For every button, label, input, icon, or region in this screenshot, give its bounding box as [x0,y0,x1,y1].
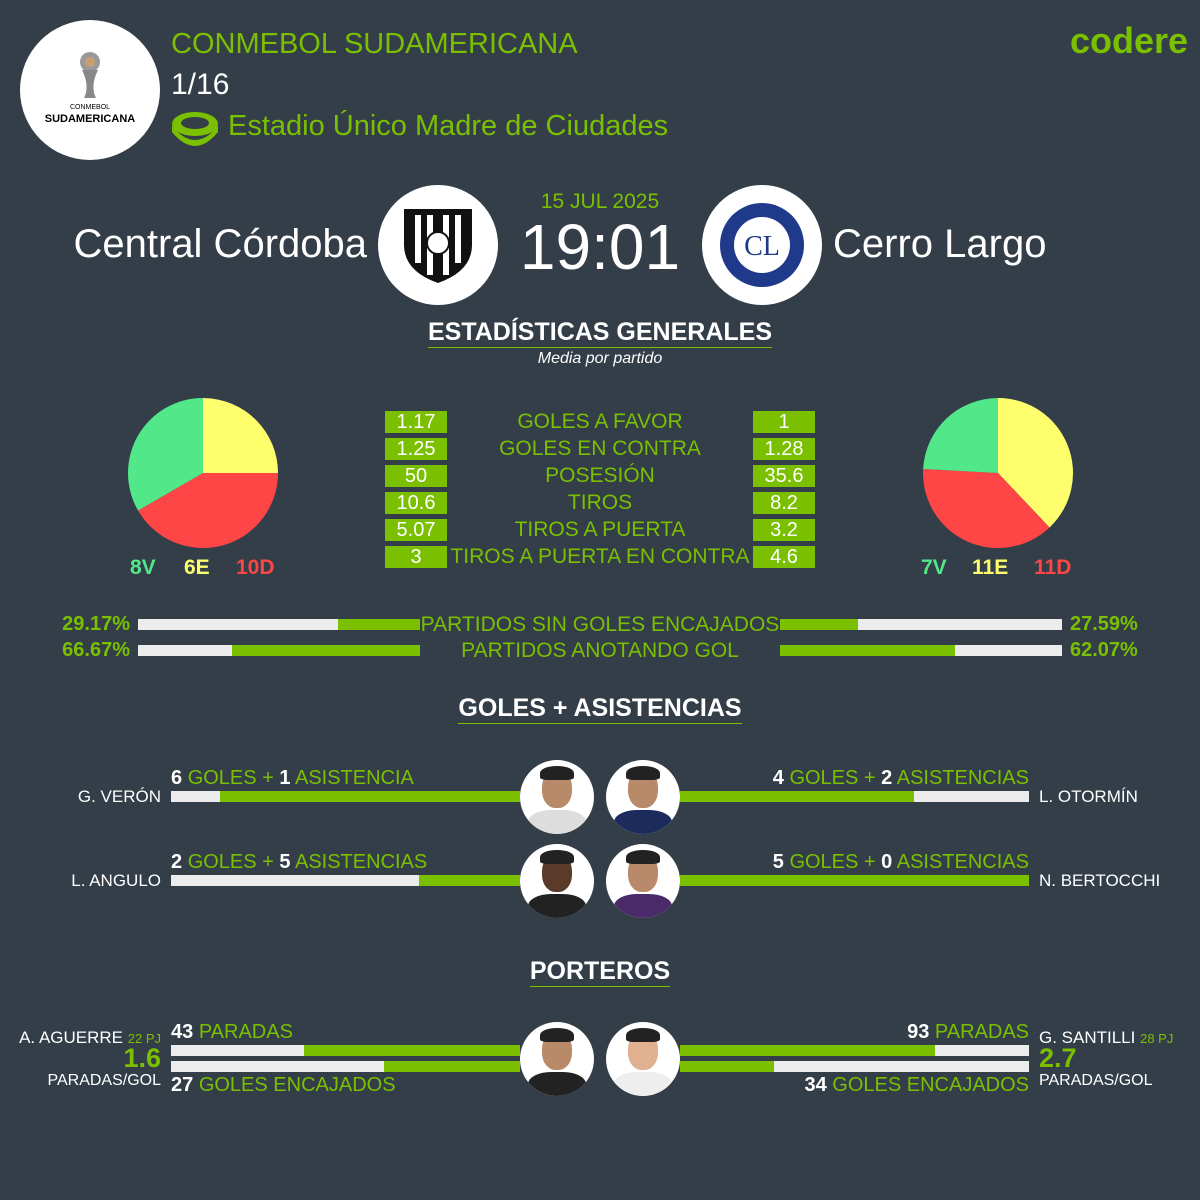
away-keeper-saves-bar [680,1045,1029,1056]
trophy-icon [80,52,100,98]
away-stat-value: 1 [753,411,815,433]
away-keeper-conceded-bar [680,1061,1029,1072]
home-keeper-saves-bar [171,1045,520,1056]
home-team-crest [378,185,498,305]
scorers-title: GOLES + ASISTENCIAS [458,694,742,724]
away-stat-value: 1.28 [753,438,815,460]
keepers-title: PORTEROS [529,957,671,987]
home-keeper-ratio: 1.6 [123,1043,161,1073]
match-time: 19:01 [519,211,681,283]
away-scoring-matches: 62.07% [1070,639,1138,661]
home-scorer-1-name: G. VERÓN [77,787,161,806]
away-clean-sheets-bar [780,619,1062,630]
pie-slice-loss [138,473,278,548]
home-keeper-conceded: 27 GOLES ENCAJADOS [171,1074,396,1096]
away-stat-value: 8.2 [753,492,815,514]
logo-text-small: CONMEBOL [69,104,111,111]
away-scorer-2-photo [606,844,680,918]
away-losses: 11D [1034,556,1072,579]
home-scorer-1-bar [171,791,520,802]
stat-label: POSESIÓN [545,464,655,487]
stat-label: GOLES A FAVOR [517,410,683,433]
scoring-matches-label: PARTIDOS ANOTANDO GOL [461,639,739,662]
away-scorer-1-photo [606,760,680,834]
pie-slice-win [128,398,203,511]
home-draws: 6E [184,556,210,579]
clean-sheets-label: PARTIDOS SIN GOLES ENCAJADOS [420,613,780,636]
away-keeper-ratio: 2.7 [1039,1043,1077,1073]
away-stat-value: 35.6 [753,465,815,487]
home-keeper-photo [520,1022,594,1096]
home-scorer-2-bar [171,875,520,886]
stat-label: TIROS A PUERTA EN CONTRA [450,545,750,568]
home-scoring-bar [138,645,420,656]
match-date: 15 JUL 2025 [540,190,660,213]
brand-logo: codere [1069,20,1188,61]
away-scorer-2-bar [680,875,1029,886]
home-clean-sheets: 29.17% [62,613,130,635]
home-record-pie [128,398,278,548]
away-draws: 11E [972,556,1009,579]
home-scorer-2-stats: 2 GOLES + 5 ASISTENCIAS [171,851,428,873]
general-stats-subtitle: Media por partido [537,350,663,367]
away-scorer-1-bar [680,791,1029,802]
away-clean-sheets: 27.59% [1070,613,1138,635]
home-stat-value: 50 [385,465,447,487]
round: 1/16 [171,68,230,101]
away-team-crest: CL [702,185,822,305]
home-stat-value: 1.25 [385,438,447,460]
home-stat-value: 1.17 [385,411,447,433]
general-stats-title: ESTADÍSTICAS GENERALES [427,318,773,348]
pie-slice-win [923,398,998,473]
home-keeper-saves: 43 PARADAS [171,1021,293,1043]
pie-slice-draw [203,398,278,473]
away-scorer-2-stats: 5 GOLES + 0 ASISTENCIAS [772,851,1029,873]
home-scorer-1-photo [520,760,594,834]
logo-text: SUDAMERICANA [44,113,136,125]
away-keeper-name: G. SANTILLI 28 PJ [1039,1028,1174,1047]
home-team-name: Central Córdoba [73,222,368,266]
home-clean-sheets-bar [138,619,420,630]
stat-label: TIROS [567,491,633,514]
away-keeper-ratio-label: PARADAS/GOL [1039,1072,1153,1089]
stat-label: GOLES EN CONTRA [499,437,701,460]
away-stat-value: 4.6 [753,546,815,568]
home-wins: 8V [130,556,156,579]
home-stat-value: 3 [385,546,447,568]
competition-logo: CONMEBOL SUDAMERICANA [20,20,160,160]
away-scorer-1-stats: 4 GOLES + 2 ASISTENCIAS [772,767,1029,789]
svg-text:CL: CL [744,231,780,262]
away-record-pie [923,398,1073,548]
home-scorer-2-name: L. ANGULO [71,871,161,890]
away-scorer-1-name: L. OTORMÍN [1039,787,1138,806]
away-stat-value: 3.2 [753,519,815,541]
home-scorer-2-photo [520,844,594,918]
away-keeper-photo [606,1022,680,1096]
home-keeper-name: A. AGUERRE 22 PJ [19,1028,161,1047]
away-team-name: Cerro Largo [833,222,1047,266]
stat-label: TIROS A PUERTA [514,518,686,541]
away-scorer-2-name: N. BERTOCCHI [1039,871,1161,890]
stadium-name: Estadio Único Madre de Ciudades [228,110,669,142]
pie-slice-draw [998,398,1073,528]
away-keeper-saves: 93 PARADAS [907,1021,1029,1043]
home-stat-value: 5.07 [385,519,447,541]
home-scorer-1-stats: 6 GOLES + 1 ASISTENCIA [171,767,414,789]
home-keeper-conceded-bar [171,1061,520,1072]
away-keeper-conceded: 34 GOLES ENCAJADOS [804,1074,1029,1096]
competition-name: CONMEBOL SUDAMERICANA [171,28,578,60]
home-keeper-ratio-label: PARADAS/GOL [47,1072,161,1089]
stadium-icon [172,112,218,146]
home-losses: 10D [236,556,275,579]
home-stat-value: 10.6 [385,492,447,514]
home-scoring-matches: 66.67% [62,639,130,661]
pie-slice-loss [923,468,1050,548]
away-scoring-bar [780,645,1062,656]
away-wins: 7V [921,556,947,579]
